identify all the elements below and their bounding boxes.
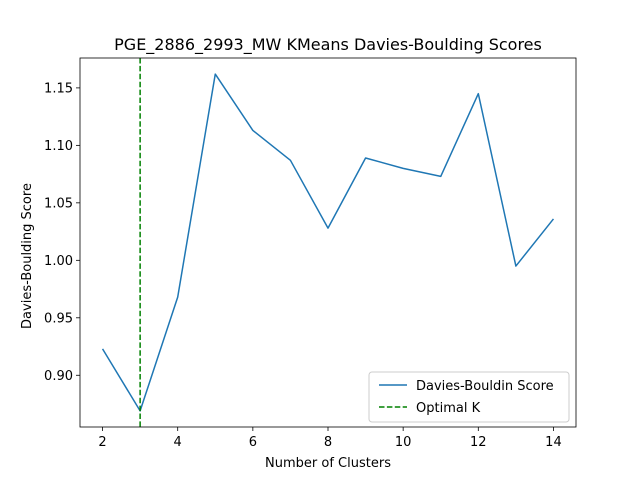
x-tick-label: 2: [98, 435, 106, 450]
x-tick-label: 14: [545, 435, 562, 450]
axes-frame: [79, 57, 577, 428]
y-tick-label: 1.00: [44, 254, 73, 269]
y-tick-label: 0.90: [44, 369, 73, 384]
y-tick-label: 1.10: [44, 139, 73, 154]
x-tick-label: 12: [470, 435, 487, 450]
chart-title: PGE_2886_2993_MW KMeans Davies-Boulding …: [114, 35, 542, 55]
x-tick-label: 6: [249, 435, 257, 450]
legend: Davies-Bouldin Score Optimal K: [368, 371, 570, 423]
y-tick-label: 1.05: [44, 196, 73, 211]
y-tick-label: 1.15: [44, 81, 73, 96]
x-axis-title: Number of Clusters: [265, 456, 391, 471]
legend-label-series: Davies-Bouldin Score: [416, 379, 554, 394]
plot-area: 2 4 6 8 10 12 14 0.90 0.95 1.00 1.05 1.10 1.15: [44, 57, 577, 450]
series-line: [101, 73, 555, 412]
legend-label-optimal-k: Optimal K: [416, 401, 481, 416]
x-tick-label: 10: [395, 435, 412, 450]
y-tick-label: 0.95: [44, 311, 73, 326]
x-tick-label: 4: [174, 435, 182, 450]
legend-box: [368, 371, 570, 423]
x-tick-label: 8: [324, 435, 332, 450]
y-axis-title: Davies-Boulding Score: [20, 183, 35, 329]
